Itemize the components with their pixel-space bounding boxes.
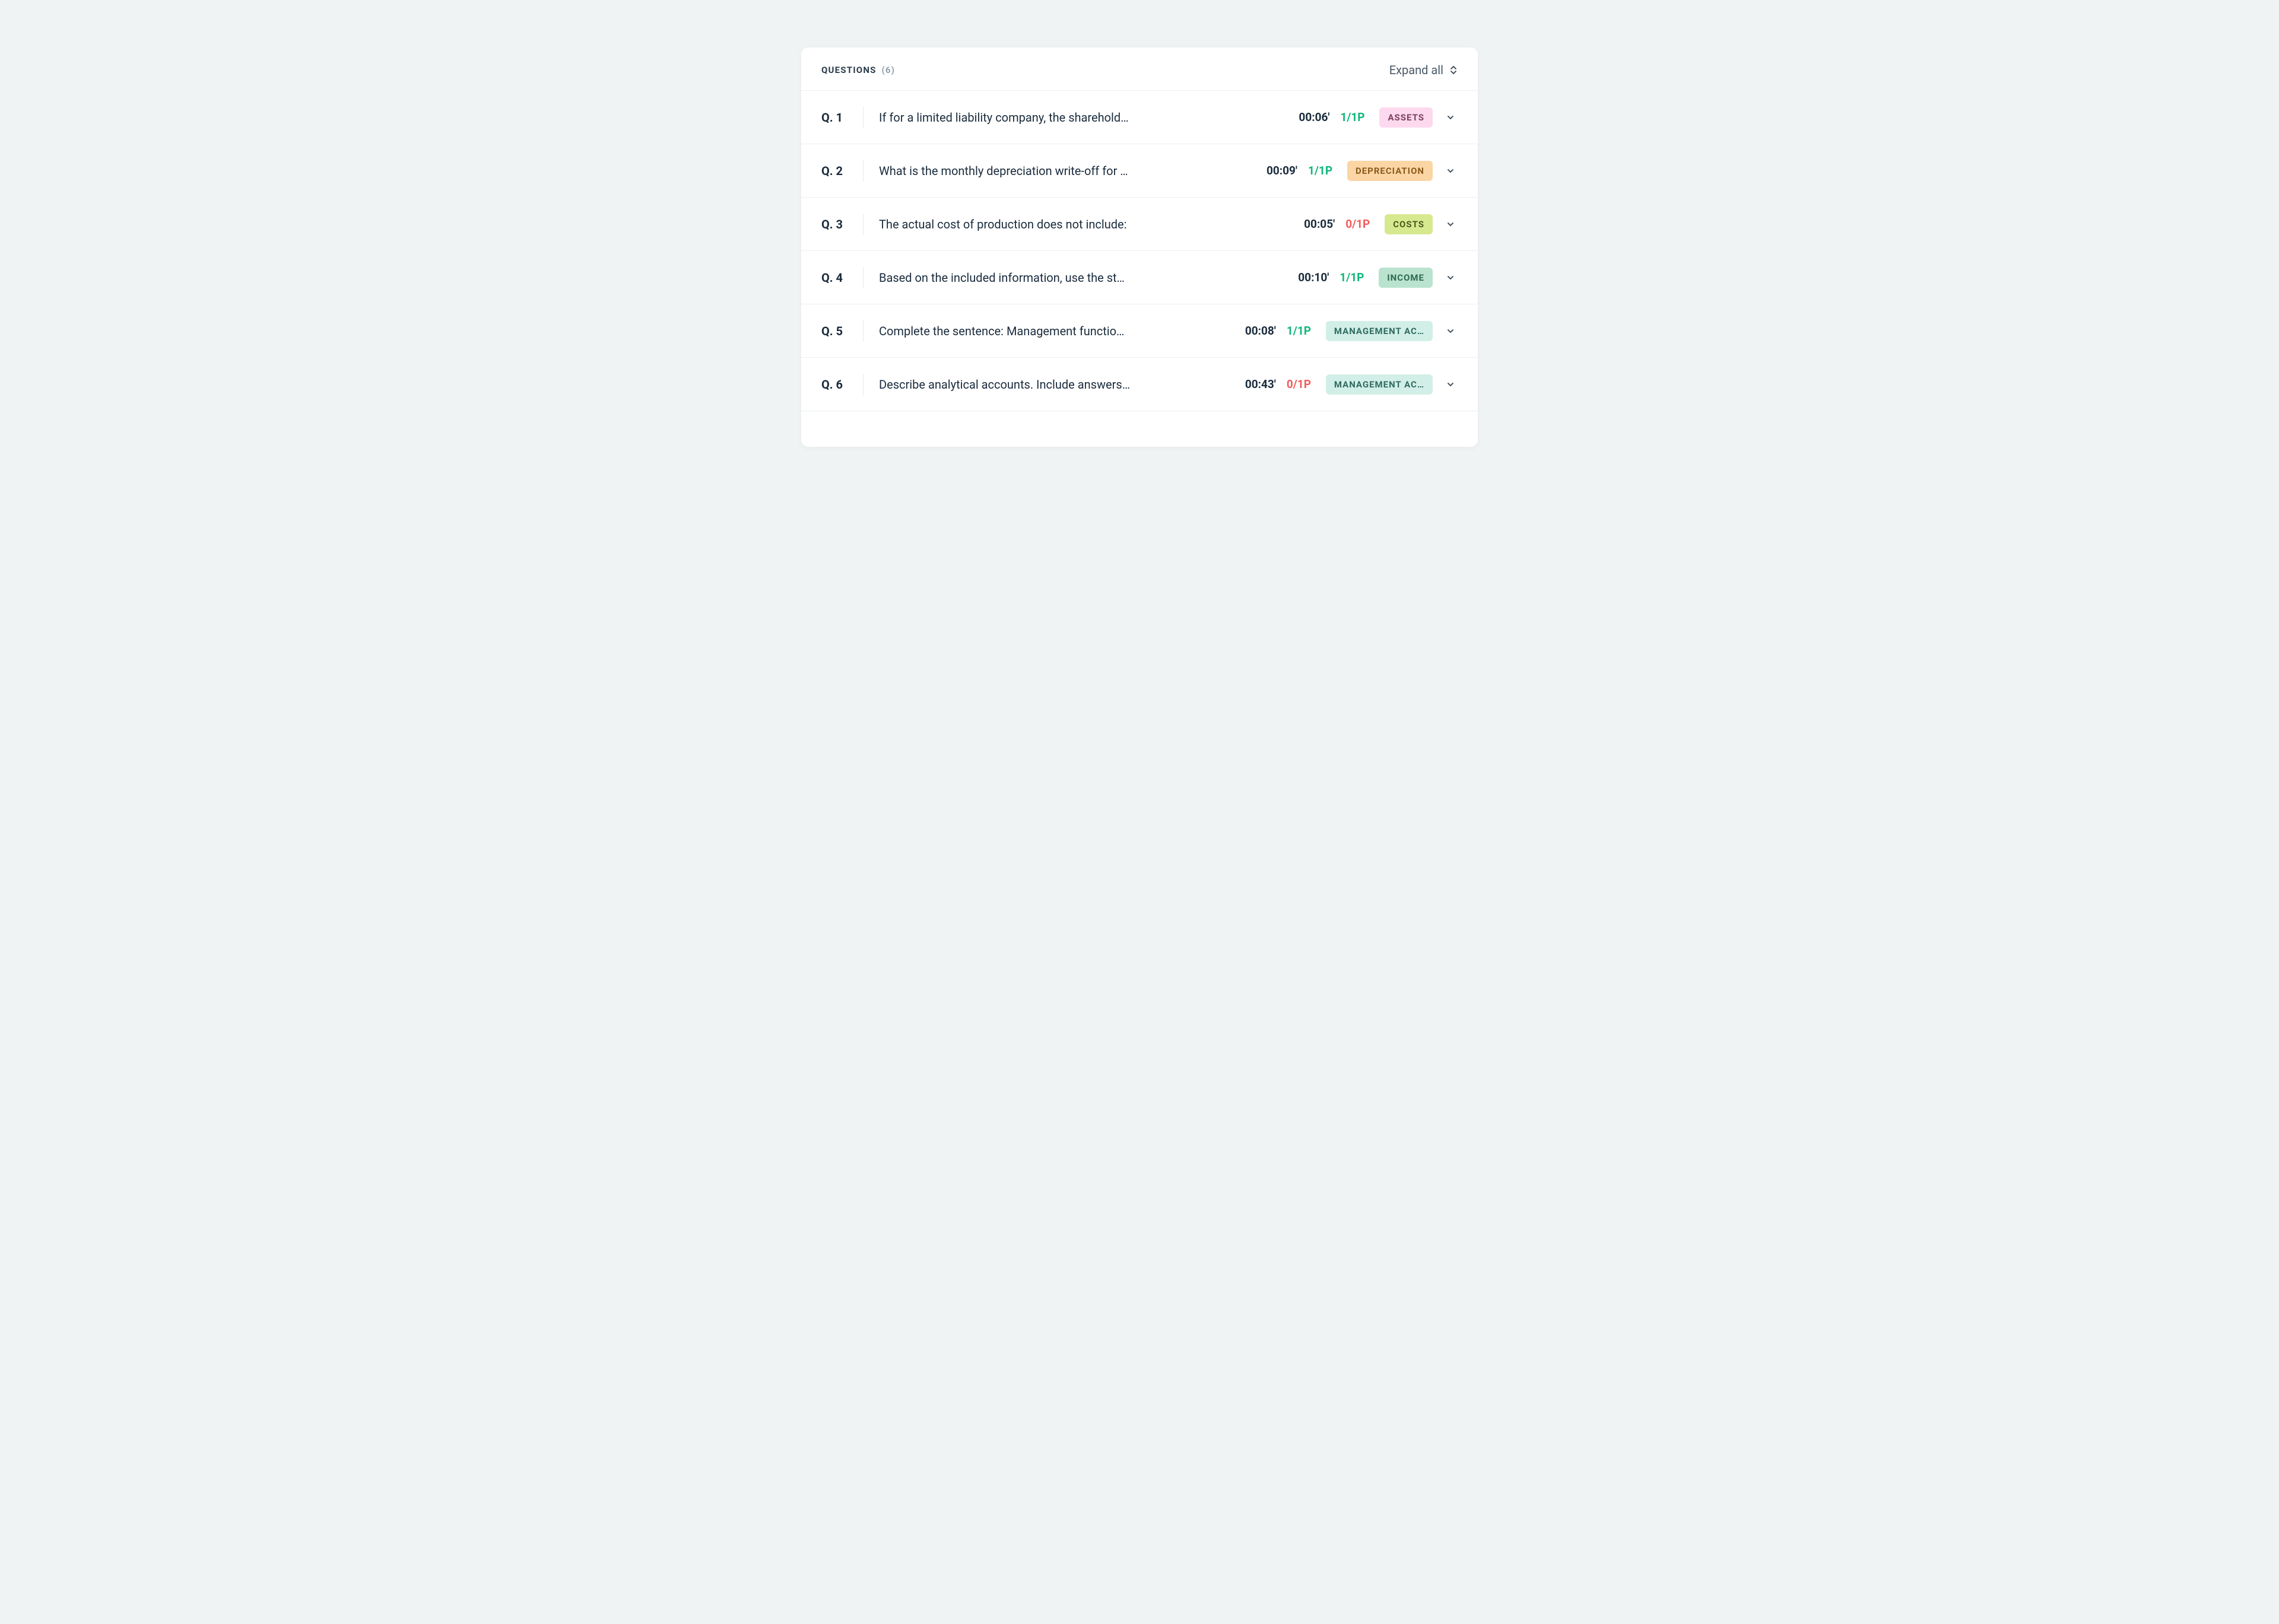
divider	[863, 214, 864, 235]
question-row[interactable]: Q. 5 Complete the sentence: Management fu…	[801, 304, 1478, 358]
score-value: 1/1P	[1287, 324, 1315, 338]
divider	[863, 107, 864, 128]
question-number: Q. 3	[821, 217, 863, 231]
divider	[863, 374, 864, 395]
question-text: The actual cost of production does not i…	[879, 217, 1292, 231]
expand-all-label: Expand all	[1389, 63, 1443, 77]
question-meta: 00:06' 1/1P ASSETS	[1287, 107, 1458, 128]
question-text: Complete the sentence: Management functi…	[879, 324, 1233, 338]
time-value: 00:43'	[1233, 377, 1276, 391]
category-tag: DEPRECIATION	[1347, 161, 1433, 181]
question-row[interactable]: Q. 6 Describe analytical accounts. Includ…	[801, 358, 1478, 411]
time-value: 00:10'	[1286, 271, 1329, 284]
divider	[863, 267, 864, 288]
question-text: Describe analytical accounts. Include an…	[879, 377, 1233, 392]
chevron-down-icon[interactable]	[1443, 166, 1458, 176]
score-value: 0/1P	[1345, 217, 1374, 231]
score-value: 1/1P	[1340, 271, 1368, 284]
question-meta: 00:08' 1/1P MANAGEMENT AC…	[1233, 321, 1458, 341]
question-row[interactable]: Q. 4 Based on the included information, u…	[801, 251, 1478, 304]
question-row[interactable]: Q. 2 What is the monthly depreciation wri…	[801, 144, 1478, 198]
chevron-down-icon[interactable]	[1443, 220, 1458, 229]
category-tag: MANAGEMENT AC…	[1326, 374, 1433, 395]
question-number: Q. 2	[821, 164, 863, 178]
time-value: 00:06'	[1287, 110, 1329, 124]
chevron-down-icon[interactable]	[1443, 380, 1458, 389]
question-meta: 00:43' 0/1P MANAGEMENT AC…	[1233, 374, 1458, 395]
question-meta: 00:05' 0/1P COSTS	[1292, 214, 1458, 234]
score-value: 1/1P	[1308, 164, 1337, 177]
question-number: Q. 1	[821, 110, 863, 125]
question-number: Q. 4	[821, 271, 863, 285]
chevron-down-icon[interactable]	[1443, 273, 1458, 282]
question-list: Q. 1 If for a limited liability company, …	[801, 91, 1478, 411]
expand-all-button[interactable]: Expand all	[1389, 63, 1458, 77]
question-number: Q. 6	[821, 377, 863, 392]
question-meta: 00:09' 1/1P DEPRECIATION	[1255, 161, 1458, 181]
question-number: Q. 5	[821, 324, 863, 338]
question-text: What is the monthly depreciation write-o…	[879, 164, 1255, 178]
question-text: Based on the included information, use t…	[879, 271, 1286, 285]
time-value: 00:05'	[1292, 217, 1335, 231]
divider	[863, 320, 864, 342]
chevron-down-icon[interactable]	[1443, 326, 1458, 336]
questions-card: QUESTIONS (6) Expand all Q. 1 If for a li…	[801, 47, 1478, 447]
chevron-down-icon[interactable]	[1443, 113, 1458, 122]
time-value: 00:08'	[1233, 324, 1276, 338]
category-tag: COSTS	[1385, 214, 1433, 234]
divider	[863, 160, 864, 182]
time-value: 00:09'	[1255, 164, 1297, 177]
question-count: (6)	[881, 65, 895, 75]
question-meta: 00:10' 1/1P INCOME	[1286, 268, 1458, 288]
question-row[interactable]: Q. 3 The actual cost of production does n…	[801, 198, 1478, 251]
score-value: 0/1P	[1287, 377, 1315, 391]
category-tag: INCOME	[1379, 268, 1433, 288]
question-text: If for a limited liability company, the …	[879, 110, 1287, 125]
score-value: 1/1P	[1340, 110, 1369, 124]
category-tag: MANAGEMENT AC…	[1326, 321, 1433, 341]
card-title: QUESTIONS (6)	[821, 65, 895, 75]
card-footer	[801, 411, 1478, 447]
title-label: QUESTIONS	[821, 65, 877, 75]
card-header: QUESTIONS (6) Expand all	[801, 47, 1478, 91]
question-row[interactable]: Q. 1 If for a limited liability company, …	[801, 91, 1478, 144]
expand-collapse-icon	[1449, 65, 1458, 75]
category-tag: ASSETS	[1379, 107, 1433, 128]
